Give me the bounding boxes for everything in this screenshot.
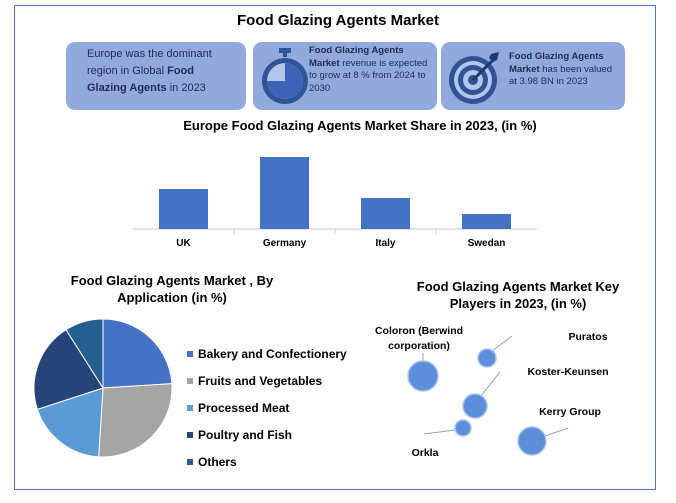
- bar-category-label: UK: [176, 238, 191, 249]
- europe-card-text: Europe was the dominant region in Global: [87, 48, 212, 77]
- europe-card-highlight: Food Glazing Agents: [87, 65, 194, 94]
- pie-legend-item: Bakery and Confectionery: [187, 340, 347, 367]
- legend-label: Processed Meat: [198, 400, 290, 415]
- player-label: Puratos: [568, 331, 607, 343]
- pie-legend-item: Poultry and Fish: [187, 421, 347, 448]
- bar-category-label: Italy: [375, 238, 395, 249]
- pie-chart-title: Food Glazing Agents Market , By Applicat…: [70, 273, 274, 305]
- legend-swatch: [187, 350, 193, 357]
- player-connector-line: [480, 371, 501, 397]
- legend-label: Others: [198, 454, 237, 469]
- pie-legend-item: Others: [187, 448, 347, 475]
- legend-swatch: [187, 431, 193, 438]
- player-label: Koster-Keunsen: [527, 366, 608, 378]
- valuation-card-text: has been valued at 3.98 BN in 2023: [509, 63, 612, 88]
- player-connector-line: [544, 427, 569, 437]
- legend-label: Bakery and Confectionery: [198, 346, 347, 361]
- page-title: Food Glazing Agents Market: [237, 12, 439, 29]
- growth-card-highlight: Food Glazing Agents Market: [309, 45, 404, 69]
- bar-swedan: [462, 214, 511, 229]
- pie-slice-poultry-and-fish: [33, 329, 104, 410]
- target-icon: [449, 52, 499, 104]
- player-bubble: [407, 360, 439, 392]
- growth-card-text: revenue is expected to grow at 8 % from …: [309, 57, 428, 94]
- europe-dominance-card: Europe was the dominant region in Global…: [66, 42, 246, 110]
- legend-swatch: [187, 377, 193, 384]
- player-bubble: [454, 419, 472, 437]
- valuation-card: Food Glazing Agents Market has been valu…: [441, 42, 625, 110]
- pie-legend-item: Fruits and Vegetables: [187, 367, 347, 394]
- stopwatch-icon: [262, 48, 308, 104]
- player-label: Coloron (Berwind corporation): [375, 325, 463, 352]
- player-label: Orkla: [412, 447, 439, 459]
- player-label: Kerry Group: [539, 406, 601, 418]
- legend-label: Poultry and Fish: [198, 427, 293, 442]
- growth-card: Food Glazing Agents Market revenue is ex…: [253, 42, 437, 110]
- bar-chart-title: Europe Food Glazing Agents Market Share …: [183, 118, 537, 133]
- pie-legend: Bakery and Confectionery Fruits and Veget…: [187, 340, 347, 475]
- pie-slice-others: [65, 318, 104, 390]
- pie-slice-bakery-and-confectionery: [102, 318, 173, 389]
- player-connector-line: [491, 335, 513, 352]
- player-bubble: [477, 348, 497, 368]
- key-players-title: Food Glazing Agents Market Key Players i…: [416, 279, 620, 311]
- valuation-card-highlight: Food Glazing Agents Market: [509, 51, 604, 75]
- bar-germany: [260, 157, 309, 229]
- legend-swatch: [187, 404, 193, 411]
- bar-category-label: Swedan: [468, 238, 506, 249]
- pie-legend-item: Processed Meat: [187, 394, 347, 421]
- bar-category-label: Germany: [263, 238, 307, 249]
- legend-swatch: [187, 458, 193, 465]
- legend-label: Fruits and Vegetables: [198, 373, 323, 388]
- player-connector-line: [423, 429, 456, 435]
- pie-slice-processed-meat: [36, 387, 104, 458]
- europe-card-suffix: in 2023: [166, 82, 206, 94]
- player-bubble: [462, 393, 488, 419]
- pie-slice-fruits-and-vegetables: [98, 383, 173, 458]
- bar-italy: [361, 198, 410, 229]
- bar-uk: [159, 189, 208, 229]
- player-bubble: [517, 426, 547, 456]
